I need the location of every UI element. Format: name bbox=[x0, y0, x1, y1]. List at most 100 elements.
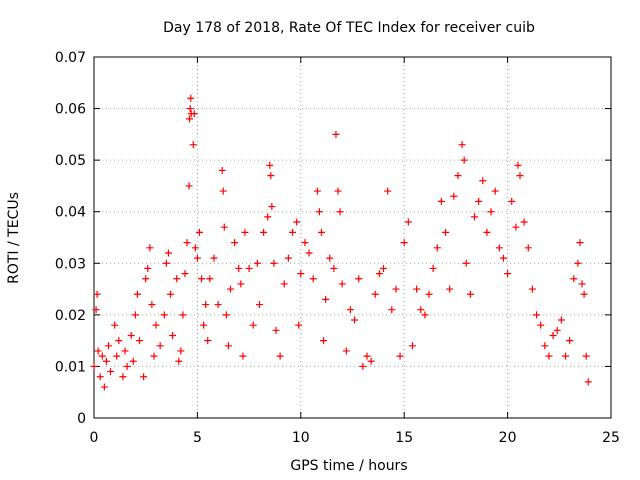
data-point bbox=[359, 362, 367, 370]
data-point bbox=[160, 311, 168, 319]
data-point bbox=[270, 259, 278, 267]
data-point bbox=[454, 172, 462, 180]
data-point bbox=[276, 352, 284, 360]
data-point bbox=[336, 208, 344, 216]
data-point bbox=[189, 141, 197, 149]
data-point bbox=[392, 285, 400, 293]
x-tick-label: 5 bbox=[193, 430, 202, 446]
data-point bbox=[191, 244, 199, 252]
data-point bbox=[433, 244, 441, 252]
data-point bbox=[355, 275, 363, 283]
data-point bbox=[169, 331, 177, 339]
grid bbox=[94, 57, 611, 418]
data-point bbox=[425, 290, 433, 298]
data-point bbox=[186, 105, 194, 113]
data-point bbox=[342, 347, 350, 355]
data-point bbox=[90, 362, 98, 370]
data-point bbox=[437, 197, 445, 205]
data-point bbox=[421, 311, 429, 319]
data-point bbox=[462, 259, 470, 267]
data-point bbox=[562, 352, 570, 360]
x-axis-label: GPS time / hours bbox=[290, 458, 407, 474]
data-point bbox=[237, 280, 245, 288]
data-point bbox=[94, 347, 102, 355]
data-point bbox=[384, 187, 392, 195]
data-point bbox=[255, 301, 263, 309]
data-point bbox=[187, 94, 195, 102]
data-point bbox=[142, 275, 150, 283]
plot-frame bbox=[93, 56, 612, 419]
data-point bbox=[181, 270, 189, 278]
data-point bbox=[289, 228, 297, 236]
x-tick-label: 15 bbox=[395, 430, 413, 446]
y-tick-label: 0.03 bbox=[55, 256, 86, 272]
data-point bbox=[266, 161, 274, 169]
data-point bbox=[140, 373, 148, 381]
data-point bbox=[177, 347, 185, 355]
data-point bbox=[471, 213, 479, 221]
data-point bbox=[466, 290, 474, 298]
x-tick-label: 0 bbox=[90, 430, 99, 446]
data-point bbox=[576, 239, 584, 247]
y-tick-label: 0.07 bbox=[55, 50, 86, 66]
data-point bbox=[131, 311, 139, 319]
data-point bbox=[123, 362, 131, 370]
data-point bbox=[351, 316, 359, 324]
data-point bbox=[553, 326, 561, 334]
data-point bbox=[92, 306, 100, 314]
x-tick-label: 25 bbox=[602, 430, 620, 446]
data-point bbox=[198, 275, 206, 283]
data-point bbox=[206, 275, 214, 283]
data-point bbox=[566, 337, 574, 345]
data-point bbox=[450, 192, 458, 200]
data-point bbox=[400, 239, 408, 247]
y-tick-label: 0 bbox=[77, 411, 86, 427]
data-point bbox=[557, 316, 565, 324]
data-point bbox=[330, 264, 338, 272]
data-point bbox=[371, 290, 379, 298]
data-point bbox=[305, 249, 313, 257]
data-point bbox=[301, 239, 309, 247]
data-point bbox=[241, 228, 249, 236]
data-point bbox=[226, 285, 234, 293]
data-point bbox=[245, 264, 253, 272]
data-point bbox=[417, 306, 425, 314]
data-point bbox=[253, 259, 261, 267]
data-point bbox=[231, 239, 239, 247]
data-point bbox=[173, 275, 181, 283]
data-point bbox=[545, 352, 553, 360]
data-point bbox=[133, 290, 141, 298]
data-point bbox=[185, 182, 193, 190]
data-point bbox=[210, 254, 218, 262]
data-point bbox=[260, 228, 268, 236]
y-tick-label: 0.06 bbox=[55, 102, 86, 118]
data-point bbox=[167, 290, 175, 298]
data-point bbox=[219, 187, 227, 195]
data-point bbox=[268, 203, 276, 211]
data-point bbox=[297, 270, 305, 278]
data-point bbox=[541, 342, 549, 350]
data-point bbox=[375, 270, 383, 278]
data-point bbox=[150, 352, 158, 360]
data-point bbox=[309, 275, 317, 283]
data-point bbox=[202, 301, 210, 309]
data-point bbox=[193, 254, 201, 262]
data-point bbox=[584, 378, 592, 386]
data-point bbox=[315, 208, 323, 216]
data-point bbox=[332, 130, 340, 138]
data-point bbox=[190, 110, 198, 118]
data-point bbox=[446, 285, 454, 293]
data-point bbox=[119, 373, 127, 381]
data-point bbox=[179, 311, 187, 319]
data-point bbox=[317, 228, 325, 236]
data-point bbox=[224, 342, 232, 350]
data-point bbox=[320, 337, 328, 345]
data-point bbox=[214, 301, 222, 309]
data-point bbox=[404, 218, 412, 226]
data-point bbox=[479, 177, 487, 185]
data-point bbox=[293, 218, 301, 226]
data-point bbox=[284, 254, 292, 262]
data-point bbox=[367, 357, 375, 365]
data-point bbox=[495, 244, 503, 252]
chart-title: Day 178 of 2018, Rate Of TEC Index for r… bbox=[163, 20, 535, 36]
